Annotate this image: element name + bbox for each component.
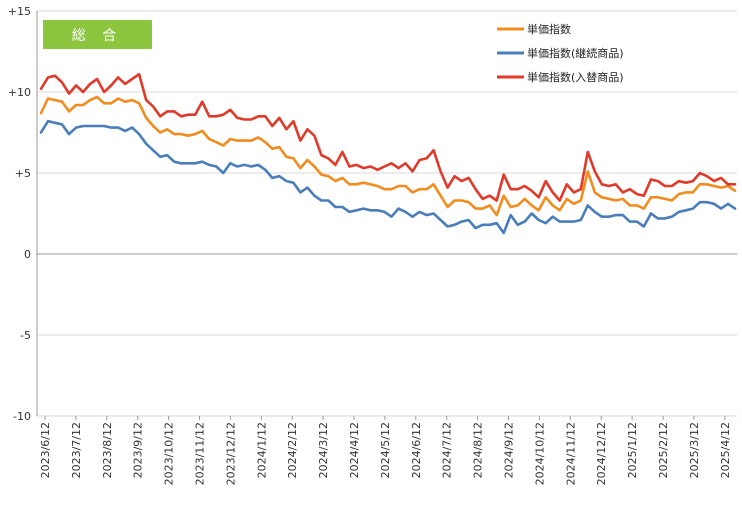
x-tick-label: 2024/12/12: [595, 422, 608, 485]
x-tick-label: 2025/1/12: [626, 422, 639, 478]
y-tick-label: +5: [15, 167, 31, 180]
series-lines: [39, 72, 737, 235]
x-tick-label: 2024/4/12: [348, 422, 361, 478]
x-axis-tick-labels: 2023/6/12 2023/7/12 2023/8/12 2023/9/12 2023…: [39, 416, 732, 485]
y-tick-label: +10: [8, 86, 31, 99]
x-tick-label: 2023/7/12: [70, 422, 83, 478]
series-line-2: [39, 72, 737, 202]
x-tick-label: 2024/2/12: [286, 422, 299, 478]
x-tick-label: 2024/6/12: [410, 422, 423, 478]
x-tick-label: 2025/3/12: [688, 422, 701, 478]
x-tick-label: 2023/11/12: [194, 422, 207, 485]
y-tick-label: 0: [24, 248, 31, 261]
series-line-1: [39, 119, 737, 235]
x-tick-label: 2025/4/12: [719, 422, 732, 478]
x-tick-label: 2023/9/12: [132, 422, 145, 478]
x-tick-label: 2023/10/12: [163, 422, 176, 485]
gridlines: [36, 10, 737, 417]
x-tick-label: 2024/3/12: [317, 422, 330, 478]
badge-label: 総 合: [72, 28, 122, 44]
legend-label-1: 単価指数(継続商品): [527, 46, 624, 60]
x-tick-label: 2024/7/12: [441, 422, 454, 478]
chart-badge: 総 合: [43, 20, 152, 49]
legend-label-0: 単価指数: [527, 22, 571, 36]
x-tick-label: 2023/6/12: [39, 422, 52, 478]
legend-label-2: 単価指数(入替商品): [527, 70, 624, 84]
x-tick-label: 2023/12/12: [224, 422, 237, 485]
x-tick-label: 2024/1/12: [255, 422, 268, 478]
badge-background: [43, 20, 152, 49]
x-tick-label: 2024/10/12: [533, 422, 546, 485]
y-tick-label: -5: [20, 329, 31, 342]
series-line-0: [39, 95, 737, 217]
y-tick-label: -10: [13, 410, 31, 423]
x-tick-label: 2024/11/12: [564, 422, 577, 485]
y-tick-label: +15: [8, 5, 31, 18]
x-tick-label: 2023/8/12: [101, 422, 114, 478]
x-tick-label: 2025/2/12: [657, 422, 670, 478]
x-tick-label: 2024/8/12: [472, 422, 485, 478]
x-tick-label: 2024/9/12: [503, 422, 516, 478]
x-tick-label: 2024/5/12: [379, 422, 392, 478]
y-axis-tick-labels: +15 +10 +5 0 -5 -10: [8, 5, 31, 423]
